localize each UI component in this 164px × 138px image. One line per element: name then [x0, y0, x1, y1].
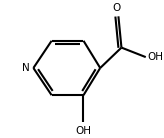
- Text: O: O: [113, 3, 121, 13]
- Text: OH: OH: [75, 126, 92, 136]
- Text: N: N: [22, 63, 30, 73]
- Text: OH: OH: [147, 52, 163, 62]
